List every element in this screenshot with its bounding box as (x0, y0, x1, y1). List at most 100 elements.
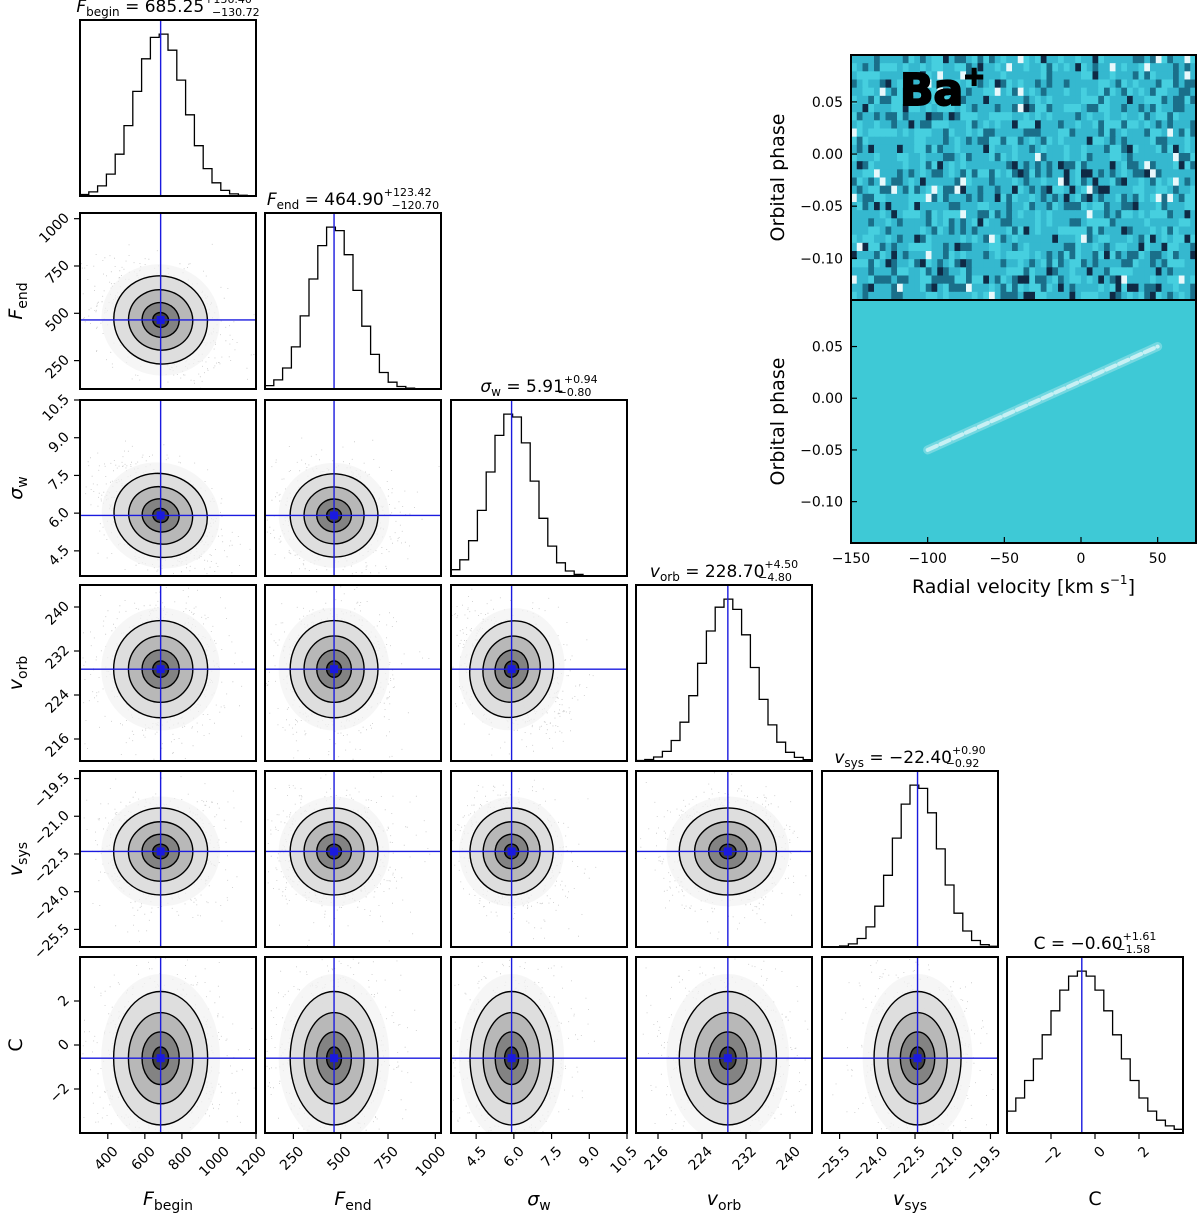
x-tick-label: 6.0 (501, 1144, 528, 1171)
x-tick-label: 4.5 (463, 1144, 490, 1171)
x-axis-label-fbegin: Fbegin (143, 1188, 193, 1214)
truth-marker (723, 1054, 732, 1063)
observed-y-label: Orbital phase (767, 114, 789, 242)
panel-frame (79, 770, 257, 948)
hist-frame-fbegin (79, 19, 257, 197)
x-tick-label: −24.0 (850, 1144, 892, 1186)
y-tick-label: 0.05 (812, 340, 843, 356)
histogram-sigw (450, 413, 627, 577)
x-tick-label: −150 (832, 551, 870, 567)
y-axis-label-sigw: σw (5, 476, 31, 500)
histogram-fbegin (79, 33, 257, 197)
y-tick-label: −0.05 (800, 199, 843, 215)
x-axis-label-sigw: σw (527, 1188, 551, 1214)
y-axis-fend: 250 500 750 1000 Fend (5, 210, 80, 382)
y-axis-label-vorb: vorb (5, 656, 31, 691)
panel-frame (450, 770, 628, 948)
panel-frame (635, 770, 813, 948)
histogram-fend (264, 226, 441, 390)
model-x-label: Radial velocity [km s−1] (912, 573, 1135, 598)
y-tick-label: 4.5 (46, 542, 73, 569)
x-tick-label: 224 (686, 1144, 716, 1174)
scatter-panel-fend-c (264, 956, 442, 1134)
scatter-panel-fbegin-fend (79, 212, 257, 390)
truth-marker (330, 1054, 339, 1063)
corner-plot: Fbegin = 685.25+136.40−130.72 Fend = 464.… (5, 0, 1184, 1214)
y-axis-label-vsys: vsys (5, 842, 31, 876)
y-tick-label: −0.10 (800, 495, 843, 511)
x-tick-label: −21.0 (925, 1144, 967, 1186)
x-tick-label: −22.5 (887, 1144, 929, 1186)
y-axis-c: −2 0 2 C (5, 993, 80, 1106)
truth-marker (156, 1054, 165, 1063)
x-axis-fend: 250 500 750 1000 Fend (277, 1133, 449, 1214)
x-tick-label: 0 (1077, 551, 1086, 567)
x-axis-label-c: C (1088, 1188, 1101, 1210)
y-tick-label: −21.0 (31, 808, 73, 850)
hist-panel-vsys: vsys = −22.40+0.90 −0.92 (821, 744, 999, 948)
truth-marker (156, 847, 165, 856)
scatter-panel-fbegin-c (79, 956, 257, 1134)
x-tick-label: −2 (1039, 1144, 1065, 1170)
x-tick-label: 1000 (196, 1144, 233, 1181)
y-tick-label: 0.05 (812, 95, 843, 111)
hist-panel-c: C = −0.60+1.61 −1.58 (1006, 930, 1184, 1134)
truth-marker (330, 665, 339, 674)
x-tick-label: −25.5 (812, 1144, 854, 1186)
y-tick-label: 240 (43, 599, 73, 629)
panel-frame (79, 399, 257, 577)
y-tick-label: −0.10 (800, 251, 843, 267)
panel-frame (264, 770, 442, 948)
panel-frame (450, 584, 628, 762)
x-axis-label-vorb: vorb (707, 1188, 742, 1214)
histogram-vorb (635, 598, 813, 762)
panel-frame (264, 956, 442, 1134)
y-tick-label: 6.0 (46, 505, 73, 532)
truth-marker (507, 665, 516, 674)
observed-heatmap (851, 55, 1196, 300)
scatter-panel-fend-vsys (264, 770, 442, 948)
scatter-panel-vorb-c (635, 956, 813, 1134)
truth-marker (913, 1054, 922, 1063)
model-background (851, 300, 1196, 543)
y-tick-label: 2 (55, 993, 73, 1011)
x-tick-label: 1000 (413, 1144, 450, 1181)
y-axis-sigw: 4.5 6.0 7.5 9.0 10.5 σw (5, 392, 80, 569)
y-tick-label: 250 (43, 352, 73, 382)
hist-frame-vorb (635, 584, 813, 762)
scatter-points (451, 588, 594, 756)
model-map-panel: 0.05 0.00 −0.05 −0.10 −150 −100 −50 0 50 Orbital … (767, 299, 1197, 598)
x-axis-fbegin: 400 600 800 1000 1200 Fbegin (91, 1133, 270, 1214)
x-tick-label: −100 (908, 551, 946, 567)
panel-frame (79, 212, 257, 390)
hist-panel-fbegin: Fbegin = 685.25+136.40−130.72 (76, 0, 260, 197)
x-axis-vsys: −25.5−24.0−22.5−21.0−19.5 vsys (812, 1133, 1005, 1214)
truth-marker (330, 847, 339, 856)
y-tick-label: −22.5 (31, 845, 73, 887)
histogram-c (1006, 970, 1184, 1133)
x-tick-label: 2 (1135, 1144, 1153, 1162)
x-tick-label: −19.5 (963, 1144, 1005, 1186)
y-tick-label: 232 (43, 643, 73, 673)
scatter-panel-vorb-vsys (635, 770, 813, 948)
y-tick-label: 224 (43, 686, 73, 716)
truth-marker (507, 847, 516, 856)
scatter-points (265, 586, 430, 761)
y-tick-label: 750 (43, 258, 73, 288)
param-title-c: C = −0.60+1.61 −1.58 (1034, 930, 1157, 956)
x-tick-label: 7.5 (538, 1144, 565, 1171)
truth-marker (723, 847, 732, 856)
scatter-panel-fbegin-vsys (79, 770, 257, 948)
scatter-panel-fbegin-vorb (79, 584, 257, 762)
y-tick-label: −25.5 (31, 921, 73, 963)
y-tick-label: 9.0 (46, 429, 73, 456)
truth-marker (330, 511, 339, 520)
x-axis-label-fend: Fend (334, 1188, 371, 1214)
panel-frame (635, 956, 813, 1134)
panel-frame (264, 584, 442, 762)
y-tick-label: −0.05 (800, 443, 843, 459)
y-tick-label: 500 (43, 305, 73, 335)
hist-panel-fend: Fend = 464.90+123.42 −120.70 (264, 186, 442, 390)
y-tick-label: 0.00 (812, 147, 843, 163)
